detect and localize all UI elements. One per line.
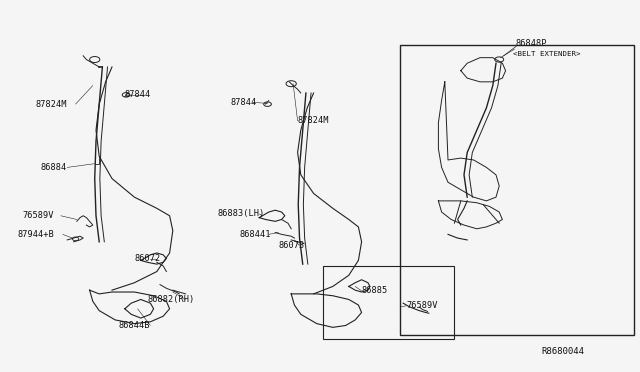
Text: 87844: 87844	[125, 90, 151, 99]
Text: 87824M: 87824M	[298, 116, 329, 125]
Text: 86844B: 86844B	[118, 321, 150, 330]
Text: 87824M: 87824M	[35, 100, 67, 109]
Text: 86882(RH): 86882(RH)	[147, 295, 195, 304]
Text: 86073: 86073	[278, 241, 305, 250]
Text: 86072: 86072	[134, 254, 161, 263]
Text: 86883(LH): 86883(LH)	[218, 209, 265, 218]
Text: 76589V: 76589V	[406, 301, 438, 310]
Text: 87844: 87844	[230, 98, 257, 107]
Text: 86884: 86884	[40, 163, 67, 172]
Text: 76589V: 76589V	[22, 211, 54, 220]
Bar	[400, 45, 634, 335]
Text: 86848P: 86848P	[515, 39, 547, 48]
Text: 86885: 86885	[362, 286, 388, 295]
Bar	[323, 266, 454, 339]
Text: R8680044: R8680044	[541, 347, 585, 356]
Text: 868441: 868441	[240, 230, 271, 239]
Text: <BELT EXTENDER>: <BELT EXTENDER>	[513, 51, 580, 57]
Text: 87944+B: 87944+B	[18, 230, 54, 239]
